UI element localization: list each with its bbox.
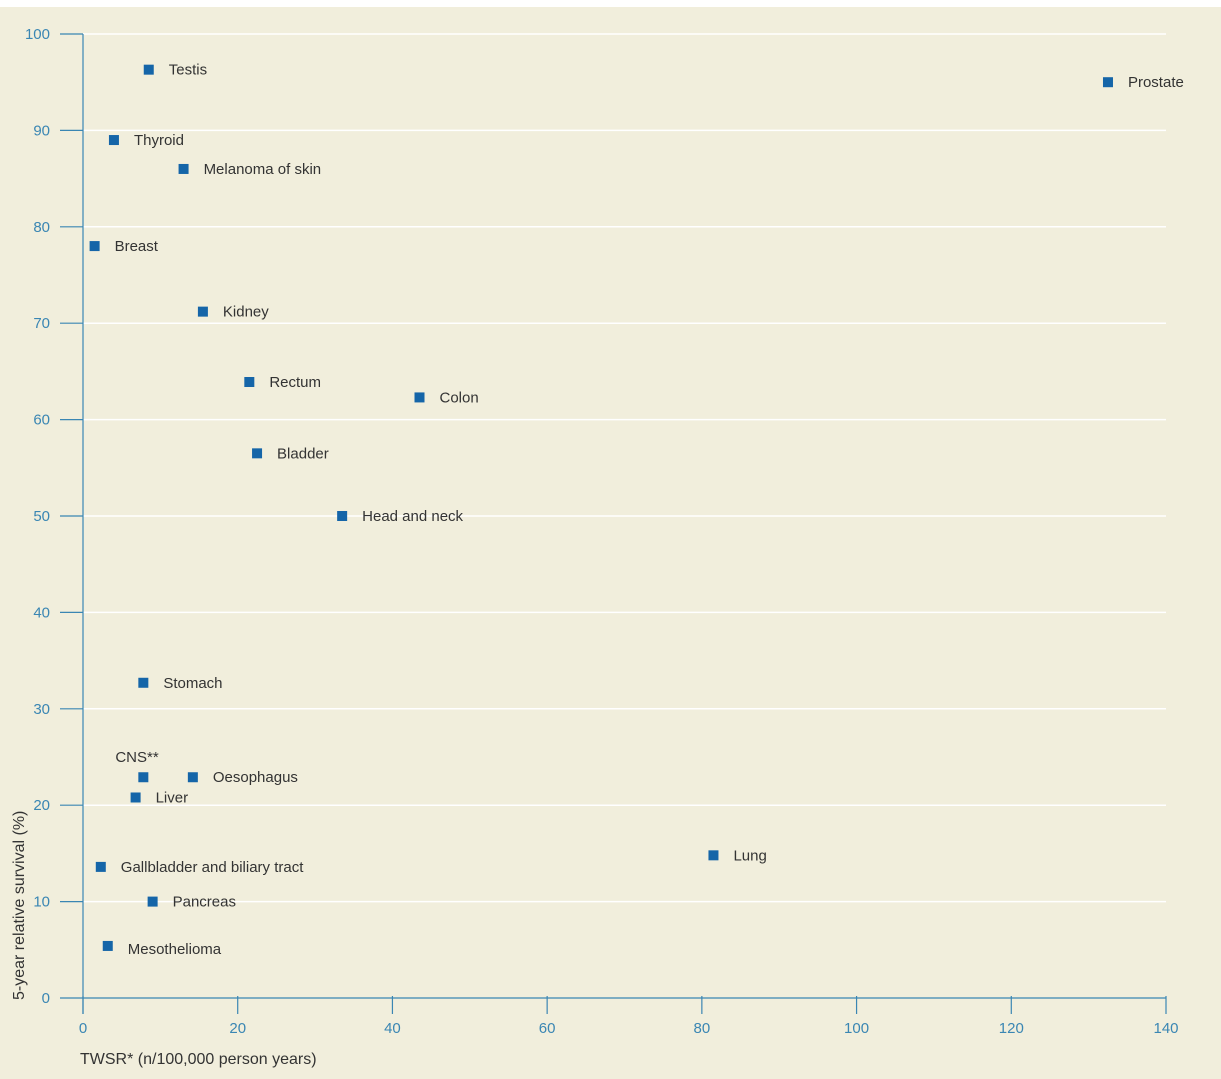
x-tick-label: 60 — [539, 1020, 556, 1037]
data-point — [138, 677, 149, 688]
point-label: Lung — [733, 847, 766, 864]
data-point — [143, 64, 154, 75]
data-point — [252, 448, 263, 459]
data-point — [147, 896, 158, 907]
x-tick-label: 40 — [384, 1020, 401, 1037]
point-label: Stomach — [163, 675, 222, 692]
y-tick-label: 0 — [42, 990, 50, 1007]
y-tick-label: 60 — [33, 412, 50, 429]
y-tick-label: 30 — [33, 701, 50, 718]
data-point — [708, 850, 719, 861]
data-point — [244, 377, 255, 388]
x-axis-title: TWSR* (n/100,000 person years) — [80, 1051, 317, 1068]
point-label: Kidney — [223, 304, 269, 321]
y-tick-label: 90 — [33, 122, 50, 139]
y-tick-label: 20 — [33, 797, 50, 814]
data-point — [197, 306, 208, 317]
point-labels: Testis Prostate Thyroid Melanoma of skin Bre… — [115, 62, 1184, 958]
data-points — [89, 64, 1113, 951]
x-tick-label: 140 — [1153, 1020, 1178, 1037]
point-label: Breast — [115, 238, 159, 255]
point-label: Head and neck — [362, 508, 463, 525]
data-point — [138, 772, 149, 783]
point-label: Liver — [156, 789, 189, 806]
y-tick-label: 50 — [33, 508, 50, 525]
data-point — [414, 392, 425, 403]
data-point — [102, 940, 113, 951]
x-tick-label: 20 — [229, 1020, 246, 1037]
data-point — [187, 772, 198, 783]
point-label: Colon — [440, 389, 479, 406]
point-label: Thyroid — [134, 132, 184, 149]
data-point — [89, 241, 100, 252]
point-label: Gallbladder and biliary tract — [121, 859, 304, 876]
y-tick-label: 40 — [33, 604, 50, 621]
scatter-chart: 0 10 20 30 40 50 60 70 80 90 100 0 20 40 60 80 100 120 140… — [11, 26, 1184, 1068]
y-tick-label: 100 — [25, 26, 50, 43]
data-point — [178, 163, 189, 174]
data-point — [108, 135, 119, 146]
chart-panel: 0 10 20 30 40 50 60 70 80 90 100 0 20 40 60 80 100 120 140… — [0, 7, 1221, 1079]
point-label: CNS** — [115, 749, 159, 766]
x-tick-label: 100 — [844, 1020, 869, 1037]
x-tick-label: 0 — [79, 1020, 87, 1037]
y-axis-title: 5-year relative survival (%) — [11, 811, 28, 1000]
y-tick-label: 70 — [33, 315, 50, 332]
point-label: Bladder — [277, 445, 329, 462]
axes — [60, 33, 1167, 1014]
x-tick-label: 80 — [694, 1020, 711, 1037]
data-point — [337, 511, 348, 521]
tick-labels: 0 10 20 30 40 50 60 70 80 90 100 0 20 40 60 80 100 120 140 — [25, 26, 1179, 1037]
data-point — [130, 792, 141, 803]
y-tick-label: 80 — [33, 219, 50, 236]
y-tick-label: 10 — [33, 894, 50, 911]
point-label: Prostate — [1128, 74, 1184, 91]
data-point — [1102, 77, 1113, 88]
grid-lines — [83, 33, 1166, 903]
point-label: Oesophagus — [213, 769, 298, 786]
point-label: Mesothelioma — [128, 941, 222, 958]
point-label: Pancreas — [173, 894, 236, 911]
point-label: Testis — [169, 62, 207, 79]
data-point — [95, 861, 106, 872]
point-label: Rectum — [269, 374, 321, 391]
x-tick-label: 120 — [999, 1020, 1024, 1037]
point-label: Melanoma of skin — [204, 161, 322, 178]
